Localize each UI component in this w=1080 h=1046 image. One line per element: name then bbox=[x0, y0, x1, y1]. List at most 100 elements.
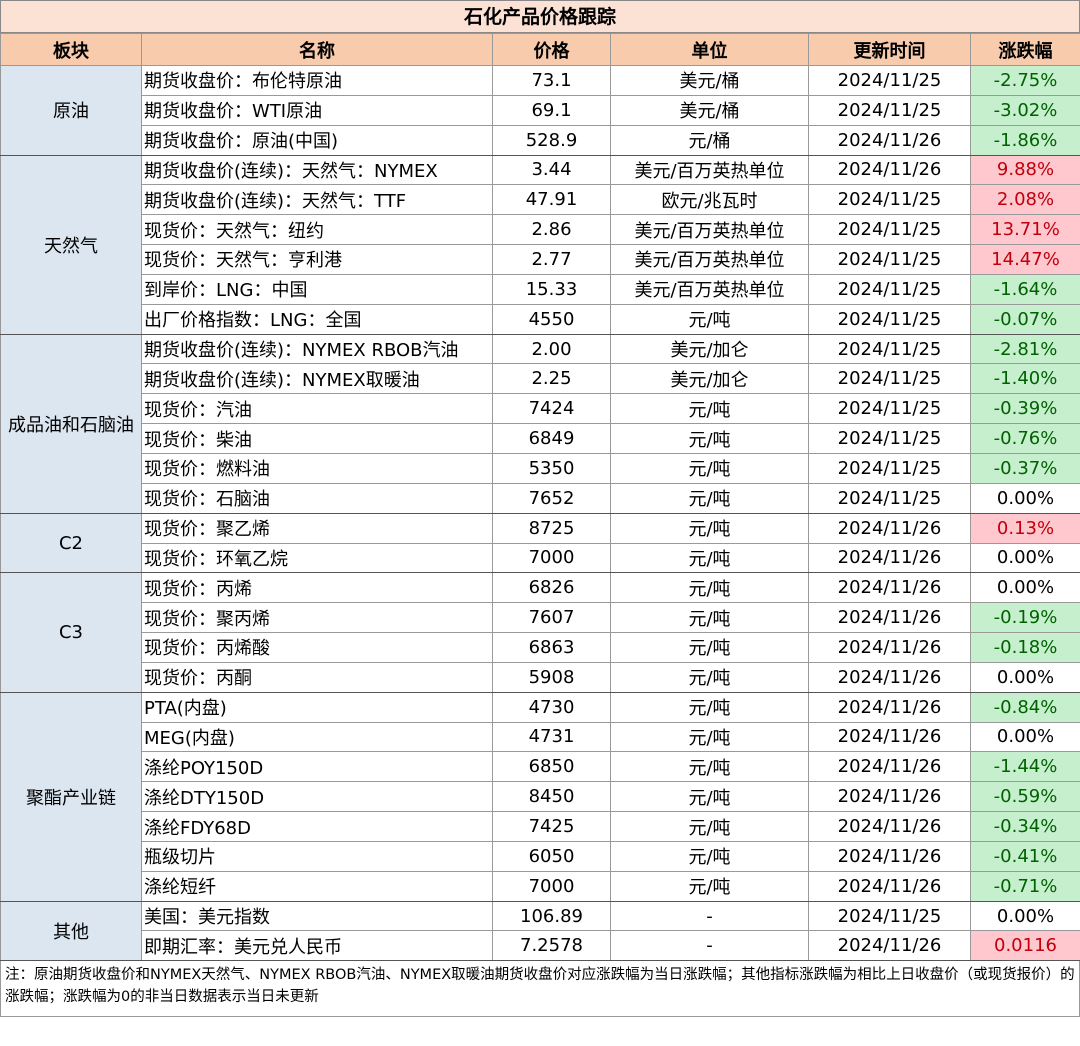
price: 7607 bbox=[492, 602, 611, 634]
data-row: C3 现货价：丙烯 6826 元/吨 2024/11/26 0.00% bbox=[0, 572, 1080, 693]
data-row: 现货价：石脑油 7652 元/吨 2024/11/25 0.00% bbox=[1, 482, 1080, 514]
update-date: 2024/11/25 bbox=[808, 423, 971, 454]
unit: 美元/桶 bbox=[610, 65, 809, 96]
data-row: 涤纶FDY68D 7425 元/吨 2024/11/26 -0.34% bbox=[1, 811, 1080, 842]
update-date: 2024/11/25 bbox=[808, 303, 971, 335]
price: 6826 bbox=[492, 572, 611, 604]
unit: - bbox=[610, 900, 809, 932]
update-date: 2024/11/25 bbox=[808, 214, 971, 246]
unit: 美元/百万英热单位 bbox=[610, 214, 809, 246]
data-row: 现货价：丙烯酸 6863 元/吨 2024/11/26 -0.18% bbox=[1, 632, 1080, 663]
item-name: 现货价：天然气：亨利港 bbox=[141, 244, 493, 275]
unit: 元/吨 bbox=[610, 423, 809, 454]
update-date: 2024/11/26 bbox=[808, 840, 971, 872]
unit: 美元/百万英热单位 bbox=[610, 273, 809, 305]
item-name: PTA(内盘) bbox=[141, 691, 493, 723]
item-name: 期货收盘价(连续)：NYMEX取暖油 bbox=[141, 363, 493, 395]
section-name: C2 bbox=[0, 512, 142, 574]
price: 2.25 bbox=[492, 363, 611, 395]
unit: 美元/百万英热单位 bbox=[610, 154, 809, 186]
item-name: 期货收盘价：WTI原油 bbox=[141, 94, 493, 126]
data-row: 成品油和石脑油 期货收盘价(连续)：NYMEX RBOB汽油 2.00 美元/加仑 20… bbox=[0, 333, 1080, 514]
data-row: 即期汇率：美元兑人民币 7.2578-2024/11/26 0.0116 bbox=[1, 930, 1080, 962]
price: 15.33 bbox=[492, 273, 611, 305]
change: -3.02% bbox=[970, 94, 1080, 126]
price: 2.86 bbox=[492, 214, 611, 246]
item-name: 现货价：石脑油 bbox=[141, 482, 493, 514]
item-name: 即期汇率：美元兑人民币 bbox=[141, 930, 493, 962]
item-name: 期货收盘价(连续)：天然气：NYMEX bbox=[141, 154, 493, 186]
data-row: 现货价：丙酮 5908 元/吨 2024/11/26 0.00% bbox=[1, 661, 1080, 693]
price: 4550 bbox=[492, 303, 611, 335]
item-name: 现货价：聚丙烯 bbox=[141, 602, 493, 634]
change: 0.00% bbox=[970, 900, 1080, 932]
price: 7652 bbox=[492, 482, 611, 514]
change: -0.07% bbox=[970, 303, 1080, 335]
item-name: 涤纶POY150D bbox=[141, 751, 493, 783]
item-name: 期货收盘价(连续)：天然气：TTF bbox=[141, 184, 493, 216]
price: 6849 bbox=[492, 423, 611, 454]
price: 106.89 bbox=[492, 900, 611, 932]
item-name: 现货价：环氧乙烷 bbox=[141, 542, 493, 574]
unit: - bbox=[610, 930, 809, 962]
item-name: 期货收盘价(连续)：NYMEX RBOB汽油 bbox=[141, 333, 493, 365]
data-row: 期货收盘价(连续)：天然气：TTF 47.91 欧元/兆瓦时 2024/11/25 2.… bbox=[1, 184, 1080, 216]
unit: 欧元/兆瓦时 bbox=[610, 184, 809, 216]
update-date: 2024/11/26 bbox=[808, 781, 971, 813]
unit: 美元/桶 bbox=[610, 94, 809, 126]
unit: 元/吨 bbox=[610, 512, 809, 544]
change: 0.00% bbox=[970, 542, 1080, 574]
change: -1.44% bbox=[970, 751, 1080, 783]
item-name: 期货收盘价：原油(中国) bbox=[141, 124, 493, 156]
header-cell: 涨跌幅 bbox=[970, 33, 1080, 66]
data-row: 出厂价格指数：LNG：全国 4550 元/吨 2024/11/25 -0.07% bbox=[1, 303, 1080, 335]
unit: 元/桶 bbox=[610, 124, 809, 156]
unit: 元/吨 bbox=[610, 393, 809, 425]
update-date: 2024/11/25 bbox=[808, 363, 971, 395]
unit: 元/吨 bbox=[610, 721, 809, 753]
change: -0.84% bbox=[970, 691, 1080, 723]
change: 14.47% bbox=[970, 244, 1080, 275]
change: 0.0116 bbox=[970, 930, 1080, 962]
change: -0.19% bbox=[970, 602, 1080, 634]
section-name: C3 bbox=[0, 572, 142, 693]
unit: 元/吨 bbox=[610, 632, 809, 663]
data-row: 涤纶DTY150D 8450 元/吨 2024/11/26 -0.59% bbox=[1, 781, 1080, 813]
unit: 元/吨 bbox=[610, 781, 809, 813]
update-date: 2024/11/26 bbox=[808, 870, 971, 902]
item-name: 现货价：汽油 bbox=[141, 393, 493, 425]
footnote: 注：原油期货收盘价和NYMEX天然气、NYMEX RBOB汽油、NYMEX取暖油… bbox=[0, 961, 1080, 1018]
data-row: 现货价：环氧乙烷 7000 元/吨 2024/11/26 0.00% bbox=[1, 542, 1080, 574]
section-name: 聚酯产业链 bbox=[0, 691, 142, 902]
update-date: 2024/11/26 bbox=[808, 930, 971, 962]
data-row: 现货价：汽油 7424 元/吨 2024/11/25 -0.39% bbox=[1, 393, 1080, 425]
update-date: 2024/11/26 bbox=[808, 632, 971, 663]
update-date: 2024/11/25 bbox=[808, 184, 971, 216]
change: -1.64% bbox=[970, 273, 1080, 305]
item-name: 现货价：天然气：纽约 bbox=[141, 214, 493, 246]
unit: 元/吨 bbox=[610, 661, 809, 693]
price: 6850 bbox=[492, 751, 611, 783]
change: -0.34% bbox=[970, 811, 1080, 842]
item-name: MEG(内盘) bbox=[141, 721, 493, 753]
update-date: 2024/11/25 bbox=[808, 244, 971, 275]
item-name: 现货价：柴油 bbox=[141, 423, 493, 454]
price: 4730 bbox=[492, 691, 611, 723]
change: -0.76% bbox=[970, 423, 1080, 454]
update-date: 2024/11/26 bbox=[808, 154, 971, 186]
price: 8725 bbox=[492, 512, 611, 544]
data-row: MEG(内盘) 4731 元/吨 2024/11/26 0.00% bbox=[1, 721, 1080, 753]
update-date: 2024/11/26 bbox=[808, 691, 971, 723]
data-row: 现货价：天然气：纽约 2.86 美元/百万英热单位 2024/11/25 13.71% bbox=[1, 214, 1080, 246]
change: -0.37% bbox=[970, 452, 1080, 484]
item-name: 现货价：丙烯 bbox=[141, 572, 493, 604]
data-row: 期货收盘价：WTI原油 69.1 美元/桶 2024/11/25 -3.02% bbox=[1, 94, 1080, 126]
update-date: 2024/11/25 bbox=[808, 65, 971, 96]
update-date: 2024/11/25 bbox=[808, 333, 971, 365]
item-name: 涤纶短纤 bbox=[141, 870, 493, 902]
price: 2.77 bbox=[492, 244, 611, 275]
section-name: 天然气 bbox=[0, 154, 142, 335]
unit: 元/吨 bbox=[610, 691, 809, 723]
data-row: 涤纶POY150D 6850 元/吨 2024/11/26 -1.44% bbox=[1, 751, 1080, 783]
unit: 元/吨 bbox=[610, 840, 809, 872]
